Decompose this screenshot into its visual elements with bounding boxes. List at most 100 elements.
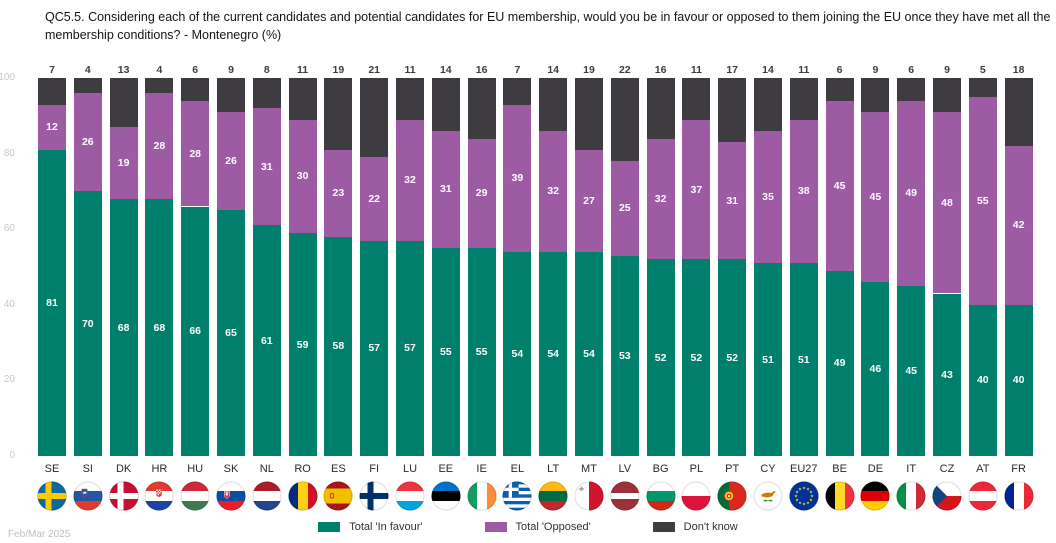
bar-EU27-segment-dont-know xyxy=(789,78,818,120)
bar-EL-segment-opposed: 39 xyxy=(503,104,532,252)
flag-cz-icon xyxy=(932,481,962,516)
country-label-PT: PT xyxy=(725,463,740,475)
bar-LU-dont-know-value: 11 xyxy=(404,64,416,76)
bar-EE-segment-opposed: 31 xyxy=(431,130,460,249)
bar-SE-segment-in-favour: 81 xyxy=(38,149,66,456)
bar-AT-in-favour-value: 40 xyxy=(976,374,989,387)
bar-SE-opposed-value: 12 xyxy=(46,121,58,134)
bar-FR-segment-opposed: 42 xyxy=(1004,146,1033,305)
bar-CY-segment-in-favour: 51 xyxy=(754,263,782,456)
flag-si-icon xyxy=(73,481,103,516)
bar-RO-in-favour-value: 59 xyxy=(296,338,309,351)
country-label-LT: LT xyxy=(547,463,560,475)
bar-ES-dont-know-value: 19 xyxy=(332,64,345,76)
bar-LT-segment-in-favour: 54 xyxy=(539,251,568,456)
bar-DK-segment-in-favour: 68 xyxy=(109,199,138,456)
bar-DE-segment-dont-know xyxy=(861,78,890,112)
bar-PL-in-favour-value: 52 xyxy=(690,351,703,364)
country-label-CZ: CZ xyxy=(939,463,955,475)
bar-RO-dont-know-value: 11 xyxy=(297,64,309,76)
bar-LU-in-favour-value: 57 xyxy=(404,342,416,355)
bar-SK-segment-in-favour: 65 xyxy=(217,210,245,456)
bar-BG-segment-in-favour: 52 xyxy=(646,259,675,456)
flag-lv-icon xyxy=(610,481,640,516)
bar-SK-segment-opposed: 26 xyxy=(217,112,245,211)
bar-BE-in-favour-value: 49 xyxy=(833,357,846,370)
bar-RO-segment-dont-know xyxy=(288,78,317,120)
bar-HU-segment-in-favour: 66 xyxy=(181,206,210,456)
bar-EE-opposed-value: 31 xyxy=(439,183,452,196)
bar-SI-in-favour-value: 70 xyxy=(81,317,94,330)
bar-BG-dont-know-value: 16 xyxy=(654,64,667,76)
country-label-FI: FI xyxy=(369,463,380,475)
legend-label-in-favour: Total 'In favour' xyxy=(349,521,423,533)
bar-IT-segment-opposed: 49 xyxy=(897,100,926,286)
bar-SK-in-favour-value: 65 xyxy=(225,327,237,340)
bar-DE-in-favour-value: 46 xyxy=(869,363,882,376)
bar-FI-dont-know-value: 21 xyxy=(368,64,381,76)
country-label-ES: ES xyxy=(331,463,346,475)
bar-BE-segment-dont-know xyxy=(825,78,854,101)
bar-IT-opposed-value: 49 xyxy=(905,187,918,200)
country-label-DE: DE xyxy=(867,463,884,475)
bar-PL-segment-in-favour: 52 xyxy=(682,259,711,456)
bar-PT-segment-dont-know xyxy=(718,78,747,143)
bar-PT-segment-in-favour: 52 xyxy=(718,259,747,456)
country-label-SK: SK xyxy=(223,463,239,475)
bar-PT-opposed-value: 31 xyxy=(726,194,739,207)
y-axis-tick-40: 40 xyxy=(3,298,15,310)
bar-SI-segment-opposed: 26 xyxy=(73,93,102,192)
bar-MT-segment-dont-know xyxy=(575,78,603,150)
bar-EU27-dont-know-value: 11 xyxy=(798,64,810,76)
flag-el-icon xyxy=(502,481,532,516)
bar-BE-segment-opposed: 45 xyxy=(825,100,854,271)
bar-CY-segment-dont-know xyxy=(754,78,782,131)
y-axis-tick-20: 20 xyxy=(3,374,15,386)
bar-SI-dont-know-value: 4 xyxy=(84,64,91,76)
y-axis-tick-0: 0 xyxy=(9,450,15,461)
bar-EU27-segment-in-favour: 51 xyxy=(789,263,818,456)
bar-ES-segment-in-favour: 58 xyxy=(324,236,353,456)
bar-SK-dont-know-value: 9 xyxy=(228,64,234,76)
bar-AT-segment-in-favour: 40 xyxy=(968,304,997,456)
bar-PL-segment-opposed: 37 xyxy=(682,119,711,260)
bar-LV-in-favour-value: 53 xyxy=(618,349,631,362)
bar-AT-dont-know-value: 5 xyxy=(979,64,986,76)
country-label-NL: NL xyxy=(259,463,274,475)
bar-HU-in-favour-value: 66 xyxy=(189,325,202,338)
bar-NL-dont-know-value: 8 xyxy=(263,64,270,76)
country-label-SE: SE xyxy=(44,463,60,475)
bar-ES-in-favour-value: 58 xyxy=(332,340,345,353)
chart-title: QC5.5. Considering each of the current c… xyxy=(45,10,1051,42)
flag-ro-icon xyxy=(288,481,318,516)
fieldwork-date: Feb/Mar 2025 xyxy=(8,529,71,540)
bar-LV-dont-know-value: 22 xyxy=(618,64,631,76)
chart-legend: Total 'In favour' Total 'Opposed' Don't … xyxy=(0,521,1056,533)
country-label-FR: FR xyxy=(1011,463,1026,475)
country-label-SI: SI xyxy=(82,463,93,475)
bar-CY-in-favour-value: 51 xyxy=(762,353,774,366)
bar-SK-opposed-value: 26 xyxy=(225,155,237,168)
bar-FI-segment-opposed: 22 xyxy=(360,157,389,241)
bar-HR-segment-in-favour: 68 xyxy=(145,199,174,456)
bar-AT-segment-dont-know xyxy=(968,78,997,97)
bar-LU-segment-dont-know xyxy=(396,78,424,120)
bar-ES-segment-dont-know xyxy=(324,78,353,150)
bar-PT-in-favour-value: 52 xyxy=(726,351,739,364)
bar-FR-segment-dont-know xyxy=(1004,78,1033,146)
bar-EE-dont-know-value: 14 xyxy=(439,64,452,76)
bar-BG-segment-dont-know xyxy=(646,78,675,139)
flag-fi-icon xyxy=(359,481,389,516)
country-label-CY: CY xyxy=(760,463,776,475)
flag-de-icon xyxy=(860,481,890,516)
bar-IE-dont-know-value: 16 xyxy=(475,64,488,76)
bar-PL-segment-dont-know xyxy=(682,78,711,120)
country-label-MT: MT xyxy=(581,463,597,475)
bar-FI-in-favour-value: 57 xyxy=(368,342,381,355)
bar-HR-dont-know-value: 4 xyxy=(156,64,163,76)
bar-MT-opposed-value: 27 xyxy=(583,194,595,207)
bar-LV-segment-in-favour: 53 xyxy=(610,255,639,456)
bar-EE-segment-in-favour: 55 xyxy=(431,248,460,456)
flag-ee-icon xyxy=(431,481,461,516)
bar-DE-opposed-value: 45 xyxy=(869,191,882,204)
